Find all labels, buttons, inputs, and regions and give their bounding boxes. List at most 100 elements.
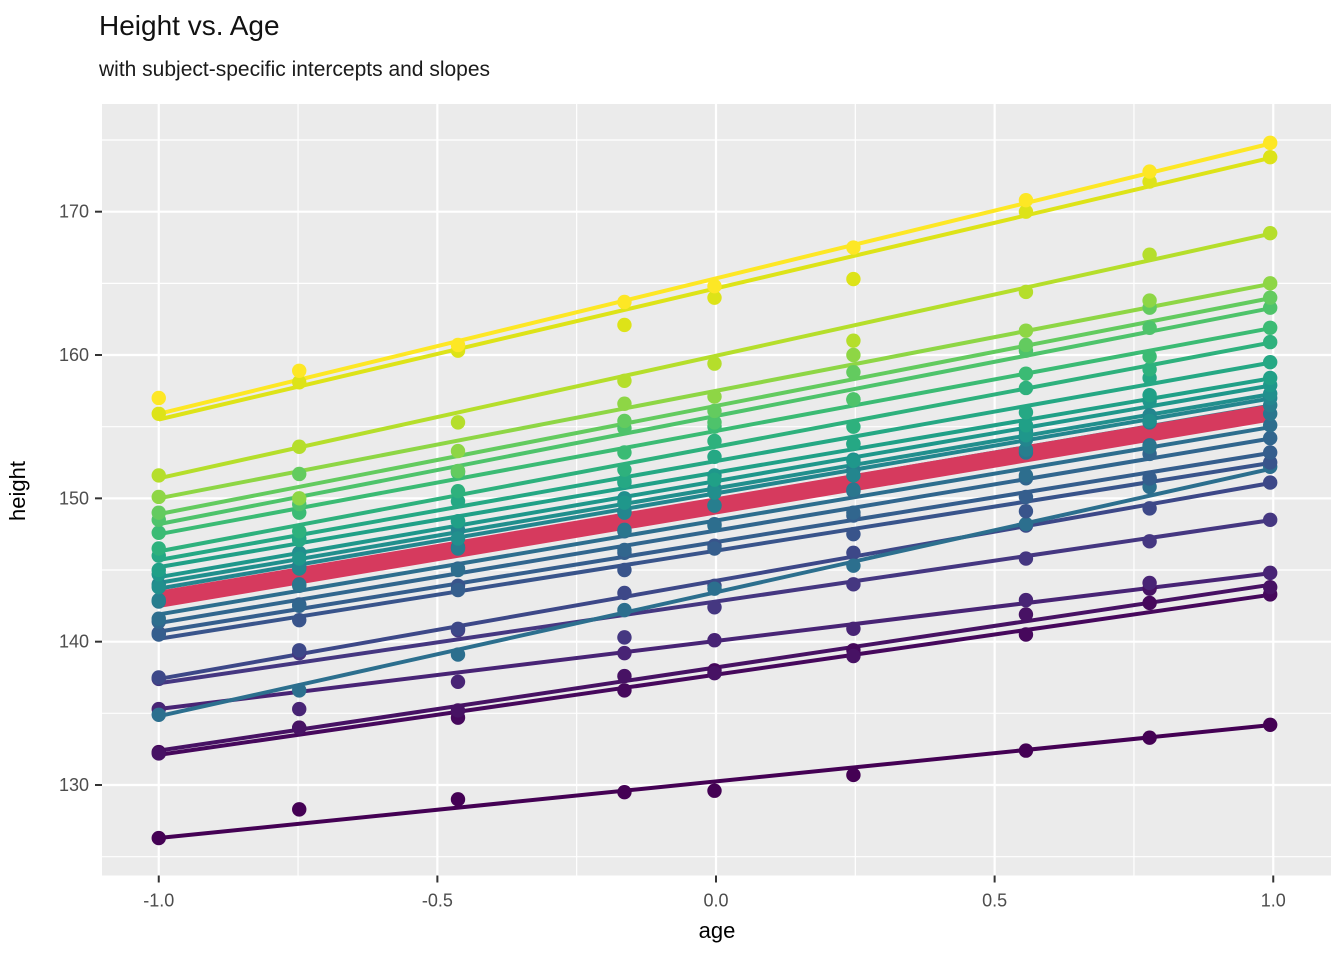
subject-point	[707, 290, 722, 305]
subject-point	[1262, 475, 1278, 490]
subject-point	[617, 585, 632, 601]
subject-point	[151, 830, 166, 846]
subject-point	[707, 449, 722, 464]
subject-point	[151, 670, 166, 685]
subject-point	[1018, 504, 1034, 519]
subject-line	[158, 141, 1271, 416]
subject-point	[846, 767, 861, 783]
subject-point	[151, 525, 166, 540]
subject-point	[617, 522, 632, 538]
subject-point	[1142, 595, 1157, 611]
subject-point	[617, 473, 632, 489]
subject-point	[707, 518, 722, 533]
subject-point	[292, 683, 307, 698]
subject-point	[707, 633, 722, 648]
subject-point	[846, 365, 861, 380]
subject-point	[1262, 225, 1278, 241]
chart-title: Height vs. Age	[99, 10, 280, 41]
subject-point	[151, 746, 166, 761]
y-tick-label: 130	[59, 775, 89, 795]
subject-point	[846, 240, 861, 255]
subject-point	[1018, 592, 1034, 608]
subject-point	[151, 707, 166, 722]
subject-point	[292, 439, 307, 454]
subject-point	[1262, 418, 1278, 433]
subject-point	[1018, 337, 1034, 353]
subject-point	[1142, 320, 1157, 335]
subject-point	[617, 602, 632, 618]
subject-point	[707, 415, 722, 430]
subject-point	[1018, 284, 1034, 300]
subject-point	[1262, 370, 1278, 386]
subject-point	[292, 598, 307, 614]
subject-point	[617, 542, 632, 558]
subject-point	[292, 524, 307, 539]
y-tick-label: 160	[59, 345, 89, 365]
subject-point	[292, 577, 307, 592]
subject-point	[292, 643, 307, 658]
subject-point	[617, 462, 632, 477]
subject-point	[450, 621, 466, 636]
subject-point	[707, 783, 722, 798]
subject-point	[450, 483, 466, 499]
subject-point	[292, 491, 307, 506]
subject-point	[151, 489, 166, 505]
subject-point	[292, 802, 307, 817]
subject-point	[1262, 580, 1278, 595]
subject-point	[450, 463, 466, 479]
subject-point	[846, 453, 861, 469]
subject-point	[1018, 516, 1034, 532]
subject-point	[846, 468, 861, 483]
subject-point	[1018, 366, 1034, 381]
subject-point	[846, 419, 861, 434]
y-tick-label: 150	[59, 488, 89, 508]
subject-point	[450, 674, 466, 690]
subject-point	[1018, 743, 1034, 758]
subject-point	[846, 347, 861, 363]
subject-point	[1262, 334, 1278, 350]
subject-point	[707, 472, 722, 487]
subject-point	[450, 494, 466, 509]
subject-point	[1018, 204, 1034, 219]
subject-point	[450, 337, 466, 353]
subject-point	[1142, 293, 1157, 308]
subject-point	[450, 541, 466, 556]
subject-point	[450, 647, 466, 662]
subject-point	[617, 413, 632, 429]
subject-point	[450, 531, 466, 546]
x-tick-label: -0.5	[422, 891, 453, 911]
subject-point	[151, 406, 166, 421]
subject-point	[617, 495, 632, 510]
subject-point	[617, 668, 632, 684]
subject-point	[707, 485, 722, 500]
subject-point	[617, 317, 632, 333]
subject-point	[1018, 468, 1034, 483]
subject-point	[1142, 534, 1157, 549]
y-tick-label: 170	[59, 202, 89, 222]
subject-point	[292, 375, 307, 390]
subject-point	[151, 611, 166, 626]
subject-point	[1018, 607, 1034, 622]
subject-point	[846, 333, 861, 348]
subject-point	[1018, 323, 1034, 338]
subject-point	[292, 701, 307, 717]
subject-point	[1142, 164, 1157, 179]
x-tick-label: 1.0	[1261, 891, 1286, 911]
subject-point	[292, 551, 307, 566]
subject-point	[1262, 135, 1278, 151]
subject-point	[617, 505, 632, 520]
subject-point	[1018, 551, 1034, 566]
subject-point	[1018, 489, 1034, 505]
subject-point	[1142, 501, 1157, 516]
subject-point	[707, 279, 722, 294]
subject-point	[617, 683, 632, 698]
subject-point	[450, 415, 466, 430]
subject-point	[450, 703, 466, 718]
subject-point	[292, 466, 307, 482]
subject-point	[450, 562, 466, 578]
subject-point	[1018, 405, 1034, 420]
subject-point	[707, 600, 722, 615]
subject-point	[707, 498, 722, 513]
subject-point	[707, 581, 722, 596]
